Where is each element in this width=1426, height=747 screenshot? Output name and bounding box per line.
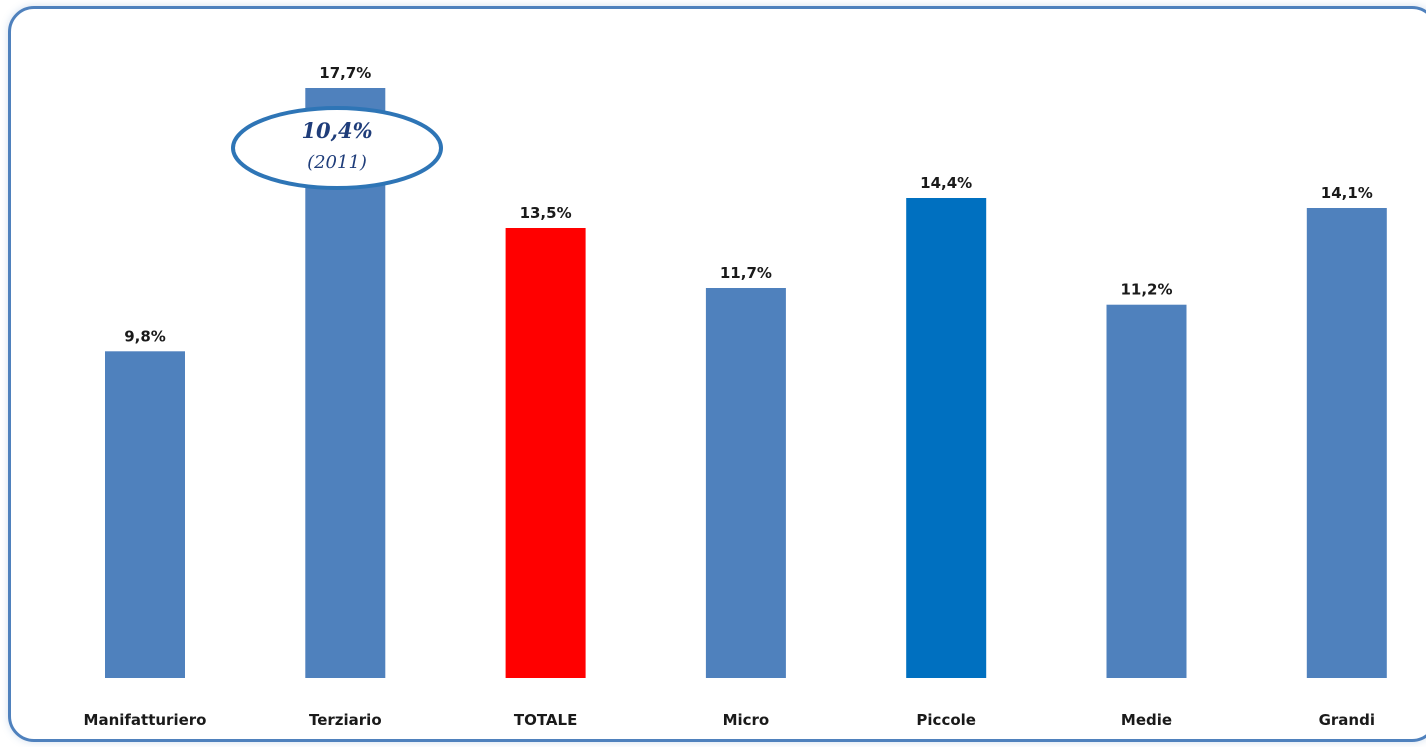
value-label-medie: 11,2% (1120, 281, 1172, 299)
category-labels-layer: Manifatturiero Terziario TOTALE Micro Piccol… (84, 711, 1375, 729)
annotation-year: (2011) (307, 152, 367, 173)
value-label-micro: 11,7% (720, 264, 772, 282)
value-labels-layer: 9,8% 17,7% 13,5% 11,7% 14,4% 11,2% 14,1% (124, 64, 1373, 345)
annotation-callout: 10,4% (2011) (231, 106, 443, 190)
bar-piccole (906, 198, 987, 678)
bar-manifatturiero (105, 351, 185, 678)
category-label-totale: TOTALE (514, 711, 577, 729)
value-label-totale: 13,5% (520, 204, 572, 222)
category-label-piccole: Piccole (916, 711, 976, 729)
bars-layer (105, 88, 1387, 678)
category-label-micro: Micro (723, 711, 770, 729)
category-label-manifatturiero: Manifatturiero (84, 711, 207, 729)
value-label-grandi: 14,1% (1321, 184, 1373, 202)
category-label-medie: Medie (1121, 711, 1172, 729)
bar-grandi (1306, 208, 1387, 678)
bar-micro (705, 288, 786, 678)
annotation-ellipse (231, 106, 443, 190)
value-label-piccole: 14,4% (920, 174, 972, 192)
annotation-value: 10,4% (301, 118, 372, 143)
value-label-manifatturiero: 9,8% (124, 327, 166, 345)
value-label-terziario: 17,7% (319, 64, 371, 82)
category-label-grandi: Grandi (1319, 711, 1375, 729)
bar-totale (505, 228, 586, 678)
bar-medie (1106, 304, 1187, 678)
category-label-terziario: Terziario (309, 711, 382, 729)
